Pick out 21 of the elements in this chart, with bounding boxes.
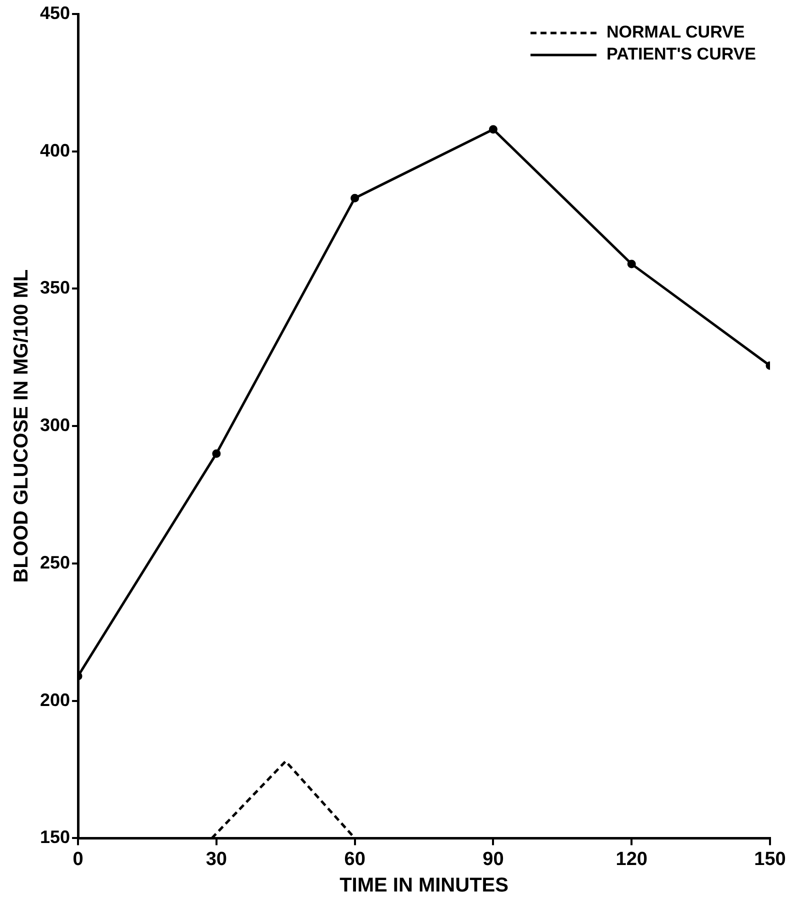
legend-label: NORMAL CURVE — [606, 22, 745, 42]
x-tick-label: 60 — [344, 848, 366, 870]
legend-label: PATIENT'S CURVE — [606, 44, 756, 64]
x-tick-label: 90 — [482, 848, 504, 870]
y-tick-label: 150 — [40, 827, 70, 848]
y-tick-label: 250 — [40, 552, 70, 572]
y-tick-label: 400 — [40, 140, 70, 160]
y-tick-label: 350 — [40, 278, 70, 298]
y-axis-title: BLOOD GLUCOSE IN MG/100 ML — [10, 269, 33, 583]
y-tick-label: 300 — [40, 415, 70, 436]
y-tick-label: 200 — [40, 690, 70, 710]
point — [627, 260, 636, 268]
x-axis-title: TIME IN MINUTES — [340, 874, 508, 897]
x-tick-label: 150 — [754, 848, 786, 870]
point — [350, 194, 360, 202]
x-tick-label: 0 — [72, 848, 84, 870]
y-tick-label: 450 — [40, 2, 70, 23]
point — [212, 449, 221, 458]
point — [488, 125, 498, 134]
x-tick-label: 120 — [616, 848, 648, 870]
x-tick-label: 30 — [206, 848, 227, 870]
